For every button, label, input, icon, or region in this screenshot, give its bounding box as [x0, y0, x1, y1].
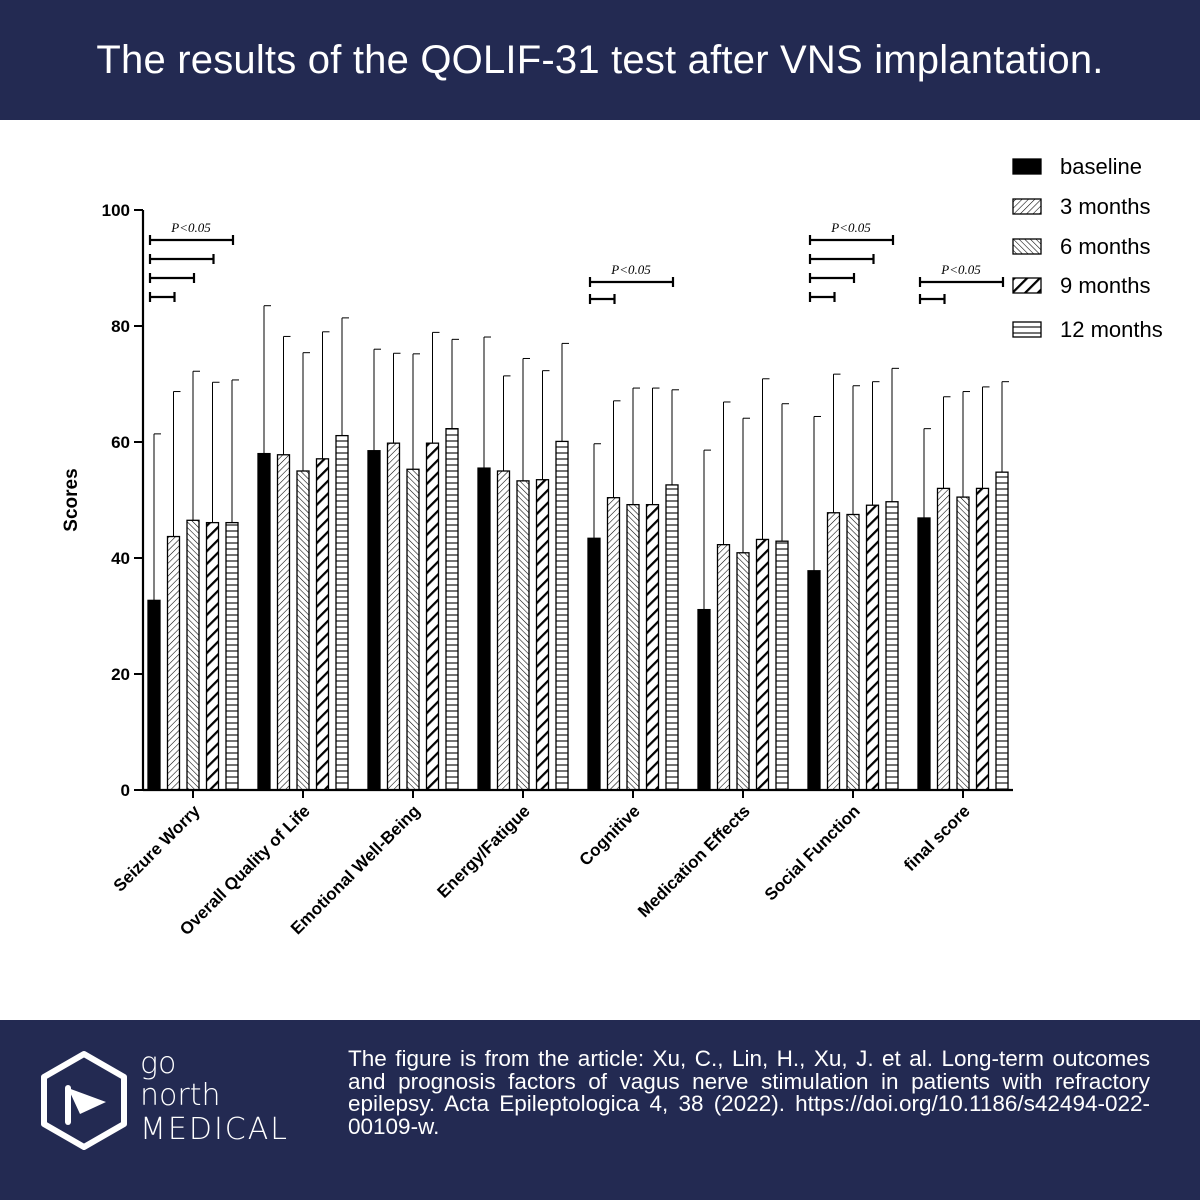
bar-baseline-social-function — [807, 570, 821, 791]
citation-text: The figure is from the article: Xu, C., … — [348, 1046, 1150, 1139]
bar-12-months-energy-fatigue — [555, 440, 569, 791]
bar-9-months-medication-effects — [755, 538, 770, 791]
page-title: The results of the QOLIF-31 test after V… — [96, 37, 1104, 82]
bar-baseline-emotional-well-being — [367, 450, 381, 791]
legend-swatch-9-months — [1012, 277, 1042, 294]
x-tick-label-social-function: Social Function — [761, 801, 864, 904]
bar-9-months-overall-quality-of-life — [315, 458, 330, 791]
x-tick-label-seizure-worry: Seizure Worry — [110, 801, 204, 895]
bar-12-months-seizure-worry — [225, 521, 239, 791]
y-tick-label-100: 100 — [102, 201, 130, 220]
sig-bracket-cognitive-12-months — [588, 277, 675, 287]
title-banner: The results of the QOLIF-31 test after V… — [0, 0, 1200, 120]
x-tick-label-energy-fatigue: Energy/Fatigue — [434, 801, 534, 901]
legend-label-3-months: 3 months — [1060, 194, 1151, 219]
bar-12-months-final-score — [995, 471, 1009, 791]
bar-baseline-overall-quality-of-life — [257, 452, 271, 791]
bar-3-months-social-function — [826, 512, 841, 791]
legend-label-baseline: baseline — [1060, 154, 1142, 179]
sig-bracket-seizure-worry-3-months — [148, 292, 176, 302]
sig-bracket-final-score-3-months — [918, 294, 946, 304]
sig-bracket-seizure-worry-12-months — [148, 235, 235, 245]
bar-9-months-seizure-worry — [205, 521, 220, 791]
logo-wordmark: go north MEDICAL — [140, 1048, 289, 1146]
y-tick-label-20: 20 — [111, 665, 130, 684]
legend-label-6-months: 6 months — [1060, 234, 1151, 259]
bar-baseline-cognitive — [587, 537, 601, 791]
logo-word-go: go — [140, 1046, 177, 1081]
bar-9-months-social-function — [865, 504, 880, 791]
bar-6-months-medication-effects — [736, 552, 750, 791]
bar-3-months-seizure-worry — [166, 535, 181, 791]
legend-swatch-3-months — [1012, 198, 1042, 215]
sig-bracket-social-function-12-months — [808, 235, 895, 245]
bar-6-months-energy-fatigue — [516, 480, 530, 791]
bar-6-months-cognitive — [626, 503, 640, 791]
bar-3-months-emotional-well-being — [386, 442, 401, 791]
sig-label-cognitive: P<0.05 — [610, 262, 651, 277]
bar-6-months-seizure-worry — [186, 519, 200, 791]
sig-bracket-social-function-3-months — [808, 292, 836, 302]
sig-bracket-seizure-worry-6-months — [148, 273, 196, 283]
legend-swatch-baseline — [1012, 158, 1042, 175]
bar-3-months-final-score — [936, 487, 951, 791]
x-tick-label-medication-effects: Medication Effects — [634, 801, 754, 921]
brand-logo: go north MEDICAL — [36, 1048, 316, 1178]
sig-bracket-seizure-worry-9-months — [148, 254, 215, 264]
sig-label-seizure-worry: P<0.05 — [170, 220, 211, 235]
bar-6-months-final-score — [956, 496, 970, 791]
bar-12-months-emotional-well-being — [445, 428, 459, 791]
bar-9-months-final-score — [975, 487, 990, 791]
bar-6-months-social-function — [846, 513, 860, 791]
legend-swatch-12-months — [1012, 321, 1042, 338]
sig-bracket-social-function-6-months — [808, 273, 856, 283]
sig-label-final-score: P<0.05 — [940, 262, 981, 277]
bar-baseline-final-score — [917, 517, 931, 791]
legend-label-12-months: 12 months — [1060, 317, 1163, 342]
y-tick-label-0: 0 — [121, 781, 130, 800]
sig-bracket-cognitive-3-months — [588, 294, 616, 304]
bar-3-months-overall-quality-of-life — [276, 454, 291, 791]
x-tick-label-final-score: final score — [900, 801, 974, 875]
bar-9-months-emotional-well-being — [425, 442, 440, 791]
bar-9-months-cognitive — [645, 503, 660, 791]
play-triangle-icon — [41, 1051, 127, 1150]
bar-6-months-emotional-well-being — [406, 468, 420, 791]
y-tick-label-40: 40 — [111, 549, 130, 568]
x-tick-label-emotional-well-being: Emotional Well-Being — [287, 801, 424, 938]
bar-baseline-medication-effects — [697, 608, 711, 791]
logo-word-north: north — [140, 1078, 221, 1113]
legend-label-9-months: 9 months — [1060, 273, 1151, 298]
y-axis-label: Scores — [61, 468, 82, 531]
bar-12-months-social-function — [885, 501, 899, 791]
bar-12-months-medication-effects — [775, 540, 789, 791]
bar-baseline-seizure-worry — [147, 599, 161, 791]
legend-swatch-6-months — [1012, 238, 1042, 255]
bar-3-months-energy-fatigue — [496, 470, 511, 791]
footer-banner: go north MEDICAL The figure is from the … — [0, 1020, 1200, 1200]
y-tick-label-60: 60 — [111, 433, 130, 452]
sig-label-social-function: P<0.05 — [830, 220, 871, 235]
bar-9-months-energy-fatigue — [535, 479, 550, 791]
bar-12-months-overall-quality-of-life — [335, 434, 349, 791]
y-tick-label-80: 80 — [111, 317, 130, 336]
bar-6-months-overall-quality-of-life — [296, 470, 310, 791]
sig-bracket-final-score-12-months — [918, 277, 1005, 287]
x-tick-label-cognitive: Cognitive — [576, 801, 644, 869]
bar-12-months-cognitive — [665, 484, 679, 791]
bar-baseline-energy-fatigue — [477, 467, 491, 791]
sig-bracket-social-function-9-months — [808, 254, 875, 264]
chart-area: 0 20 40 60 80 100 Scores Seizure Worry Overall Q… — [0, 120, 1200, 1020]
logo-word-medical: MEDICAL — [140, 1112, 289, 1147]
bar-3-months-cognitive — [606, 497, 621, 791]
bar-3-months-medication-effects — [716, 544, 731, 791]
